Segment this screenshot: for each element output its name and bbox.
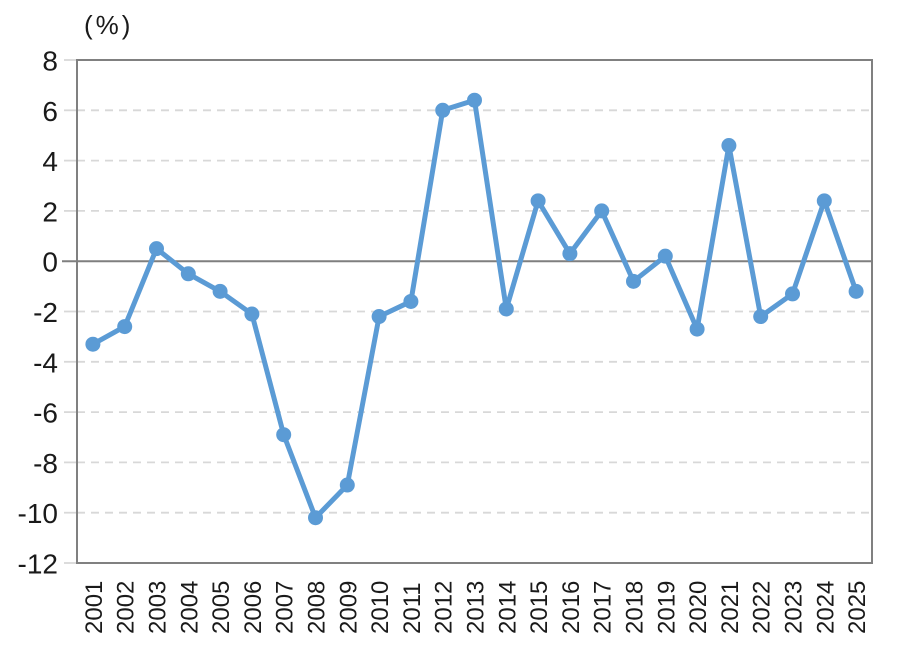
data-point-marker: [308, 510, 323, 526]
x-axis-tick-label: 2010: [367, 581, 394, 634]
y-axis-tick-label: -6: [33, 398, 58, 429]
data-point-marker: [816, 193, 832, 209]
x-axis-tick-label: 2001: [81, 581, 108, 634]
x-axis-tick-label: 2014: [494, 581, 521, 634]
x-axis-tick-label: 2024: [812, 581, 839, 634]
x-axis-tick-label: 2005: [208, 581, 235, 634]
x-axis-tick-label: 2002: [113, 581, 140, 634]
plot-border: [76, 59, 873, 564]
y-axis-tick-label: -8: [33, 448, 58, 479]
x-axis-tick-label: 2025: [844, 581, 871, 634]
x-axis-tick-label: 2023: [781, 581, 808, 634]
data-point-marker: [244, 306, 260, 322]
y-axis-tick-label: 2: [42, 196, 58, 227]
x-axis-tick-label: 2020: [685, 581, 712, 634]
y-axis-unit-label: (%): [84, 10, 134, 40]
y-axis-tick-label: -12: [18, 549, 58, 580]
data-point-marker: [657, 248, 673, 264]
y-axis-tick-label: 0: [42, 247, 58, 278]
x-axis-tick-label: 2021: [717, 581, 744, 634]
x-axis-tick-label: 2006: [240, 581, 267, 634]
data-point-marker: [117, 319, 133, 335]
y-axis-tick-label: 6: [42, 96, 58, 127]
data-point-marker: [371, 309, 387, 325]
y-axis-tick-label: -10: [18, 498, 58, 529]
data-point-marker: [212, 283, 228, 299]
x-axis-tick-label: 2011: [399, 582, 426, 634]
x-axis-tick-label: 2013: [463, 581, 490, 634]
y-axis-tick-label: -2: [33, 297, 58, 328]
data-point-marker: [339, 477, 355, 493]
x-axis-tick-label: 2017: [590, 581, 617, 634]
x-axis-tick-label: 2012: [431, 581, 458, 634]
x-axis-tick-label: 2022: [749, 581, 776, 634]
data-point-marker: [467, 92, 482, 108]
data-point-marker: [689, 321, 705, 337]
data-point-marker: [594, 203, 610, 219]
data-point-marker: [403, 293, 419, 309]
y-axis-tick-label: 4: [42, 146, 58, 177]
x-axis-tick-label: 2019: [653, 581, 680, 634]
x-axis-tick-label: 2016: [558, 581, 585, 634]
data-point-marker: [180, 266, 196, 282]
data-point-marker: [785, 286, 800, 302]
x-axis-tick-label: 2008: [304, 581, 331, 634]
data-point-marker: [530, 193, 546, 209]
x-axis-tick-label: 2018: [622, 581, 649, 634]
data-point-marker: [753, 309, 769, 325]
data-point-marker: [276, 427, 292, 443]
data-point-marker: [721, 138, 737, 154]
x-axis-tick-label: 2015: [526, 581, 553, 634]
x-axis-tick-label: 2009: [335, 581, 362, 634]
data-line: [90, 97, 859, 521]
y-axis-tick-label: -4: [33, 347, 58, 378]
data-point-marker: [85, 336, 101, 352]
data-point-marker: [498, 301, 514, 317]
data-point-marker: [149, 241, 164, 257]
y-axis-tick-label: 8: [42, 46, 58, 77]
data-point-marker: [626, 273, 641, 289]
x-axis-tick-label: 2004: [176, 581, 203, 634]
data-point-marker: [562, 246, 578, 262]
data-point-marker: [848, 283, 864, 299]
x-axis-tick-label: 2003: [145, 581, 172, 634]
x-axis-tick-label: 2007: [272, 581, 299, 634]
data-point-marker: [435, 102, 451, 118]
